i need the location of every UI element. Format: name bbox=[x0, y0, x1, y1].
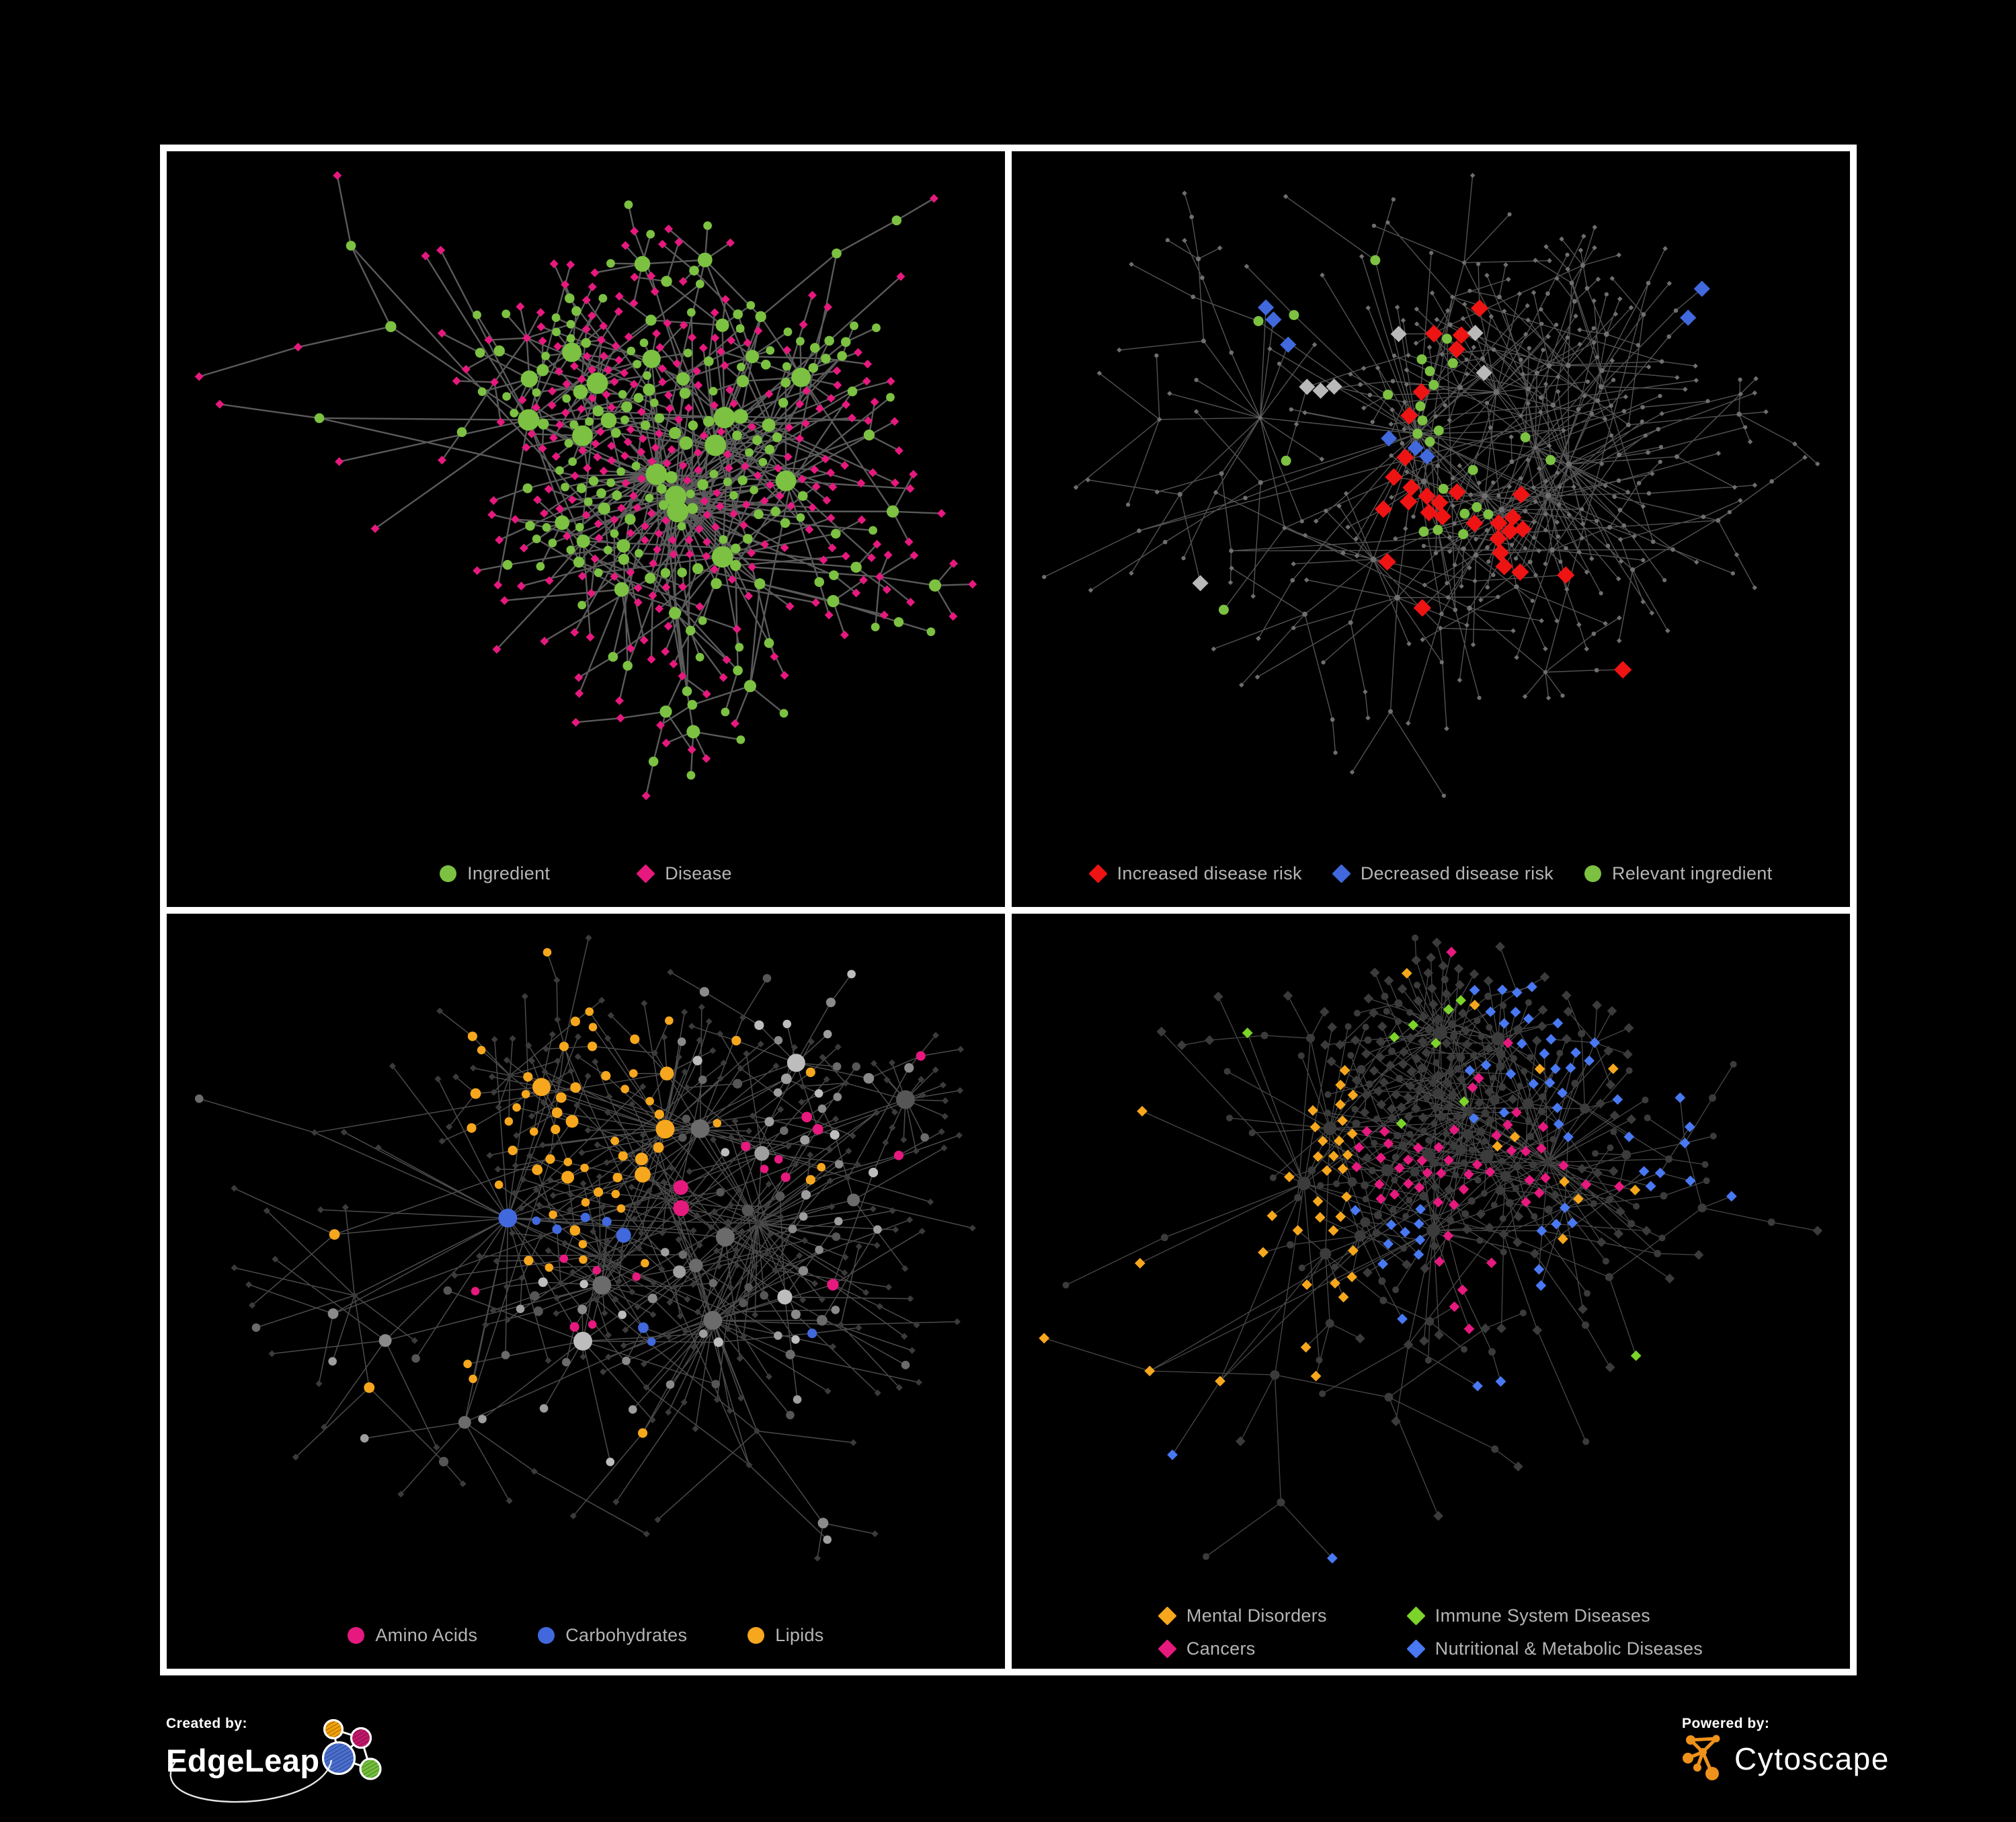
legend-label: Immune System Diseases bbox=[1435, 1606, 1650, 1626]
legend-item-disease-risk-2: Relevant ingredient bbox=[1584, 863, 1772, 884]
legend-disease-risk: Increased disease risk Decreased disease … bbox=[1012, 863, 1850, 884]
legend-label: Ingredient bbox=[467, 863, 551, 883]
legend-nutrient-categories: Amino Acids Carbohydrates Lipids bbox=[167, 1625, 1005, 1646]
network-ingredient-disease bbox=[194, 171, 977, 801]
legend-item-ingredient-disease-1: Disease bbox=[636, 863, 732, 884]
created-by-credit: Created by: EdgeLeap bbox=[166, 1716, 387, 1803]
legend-disease-categories: Mental Disorders Immune System Diseases Ca… bbox=[1012, 1606, 1850, 1659]
legend-label: Carbohydrates bbox=[565, 1625, 688, 1645]
legend-item-disease-risk-1: Decreased disease risk bbox=[1332, 863, 1554, 884]
network-nutrient-categories bbox=[194, 934, 976, 1562]
circle-marker-icon bbox=[348, 1627, 365, 1644]
panel-disease-risk: Increased disease risk Decreased disease … bbox=[1012, 151, 1850, 907]
circle-marker-icon bbox=[1584, 865, 1602, 882]
legend-label: Nutritional & Metabolic Diseases bbox=[1435, 1638, 1703, 1659]
legend-item-nutrient-categories-1: Carbohydrates bbox=[538, 1625, 687, 1646]
legend-label: Disease bbox=[665, 863, 732, 883]
legend-ingredient-disease: Ingredient Disease bbox=[167, 863, 1005, 884]
edgeleap-logo-icon bbox=[321, 1719, 382, 1780]
edgeleap-brand: EdgeLeap bbox=[166, 1719, 387, 1803]
legend-label: Amino Acids bbox=[375, 1625, 478, 1645]
legend-label: Increased disease risk bbox=[1117, 863, 1302, 883]
legend-item-disease-categories-2: Cancers bbox=[1158, 1638, 1327, 1659]
legend-label: Decreased disease risk bbox=[1360, 863, 1554, 883]
legend-item-disease-categories-0: Mental Disorders bbox=[1158, 1606, 1327, 1626]
circle-marker-icon bbox=[440, 865, 457, 882]
powered-by-credit: Powered by: Cytoscape bbox=[1682, 1716, 1890, 1783]
network-edges bbox=[199, 937, 973, 1558]
network-nodes bbox=[194, 934, 976, 1562]
diamond-marker-icon bbox=[1406, 1639, 1426, 1659]
created-by-label: Created by: bbox=[166, 1716, 248, 1731]
network-nodes bbox=[1039, 934, 1823, 1563]
network-disease-categories bbox=[1039, 934, 1823, 1563]
network-nodes bbox=[1042, 173, 1820, 798]
legend-item-disease-categories-3: Nutritional & Metabolic Diseases bbox=[1406, 1638, 1703, 1659]
diamond-marker-icon bbox=[1158, 1606, 1177, 1626]
diamond-marker-icon bbox=[1088, 863, 1108, 883]
legend-item-nutrient-categories-0: Amino Acids bbox=[348, 1625, 477, 1646]
network-edges bbox=[198, 175, 973, 796]
diamond-marker-icon bbox=[1158, 1639, 1177, 1659]
cytoscape-brand: Cytoscape bbox=[1682, 1735, 1890, 1783]
diamond-marker-icon bbox=[1332, 863, 1351, 883]
legend-label: Lipids bbox=[775, 1625, 824, 1645]
legend-label: Cancers bbox=[1186, 1638, 1256, 1659]
powered-by-label: Powered by: bbox=[1682, 1716, 1770, 1731]
legend-item-nutrient-categories-2: Lipids bbox=[748, 1625, 823, 1646]
panel-disease-categories: Mental Disorders Immune System Diseases Ca… bbox=[1012, 913, 1850, 1669]
network-disease-risk bbox=[1042, 173, 1820, 798]
legend-item-ingredient-disease-0: Ingredient bbox=[440, 863, 550, 884]
cytoscape-wordmark: Cytoscape bbox=[1734, 1741, 1890, 1776]
legend-item-disease-risk-0: Increased disease risk bbox=[1088, 863, 1302, 884]
circle-marker-icon bbox=[538, 1627, 555, 1644]
circle-marker-icon bbox=[748, 1627, 765, 1644]
edgeleap-wordmark: EdgeLeap bbox=[166, 1742, 320, 1778]
panel-ingredient-disease: Ingredient Disease bbox=[167, 151, 1005, 907]
cytoscape-logo-icon bbox=[1683, 1735, 1720, 1780]
legend-label: Mental Disorders bbox=[1186, 1606, 1327, 1626]
network-edges bbox=[1043, 175, 1818, 796]
legend-item-disease-categories-1: Immune System Diseases bbox=[1406, 1606, 1703, 1626]
diamond-marker-icon bbox=[636, 863, 655, 883]
legend-label: Relevant ingredient bbox=[1612, 863, 1773, 883]
panel-grid: Ingredient Disease Increased disease risk… bbox=[160, 145, 1857, 1675]
diamond-marker-icon bbox=[1406, 1606, 1426, 1626]
panel-nutrient-categories: Amino Acids Carbohydrates Lipids bbox=[167, 913, 1005, 1669]
